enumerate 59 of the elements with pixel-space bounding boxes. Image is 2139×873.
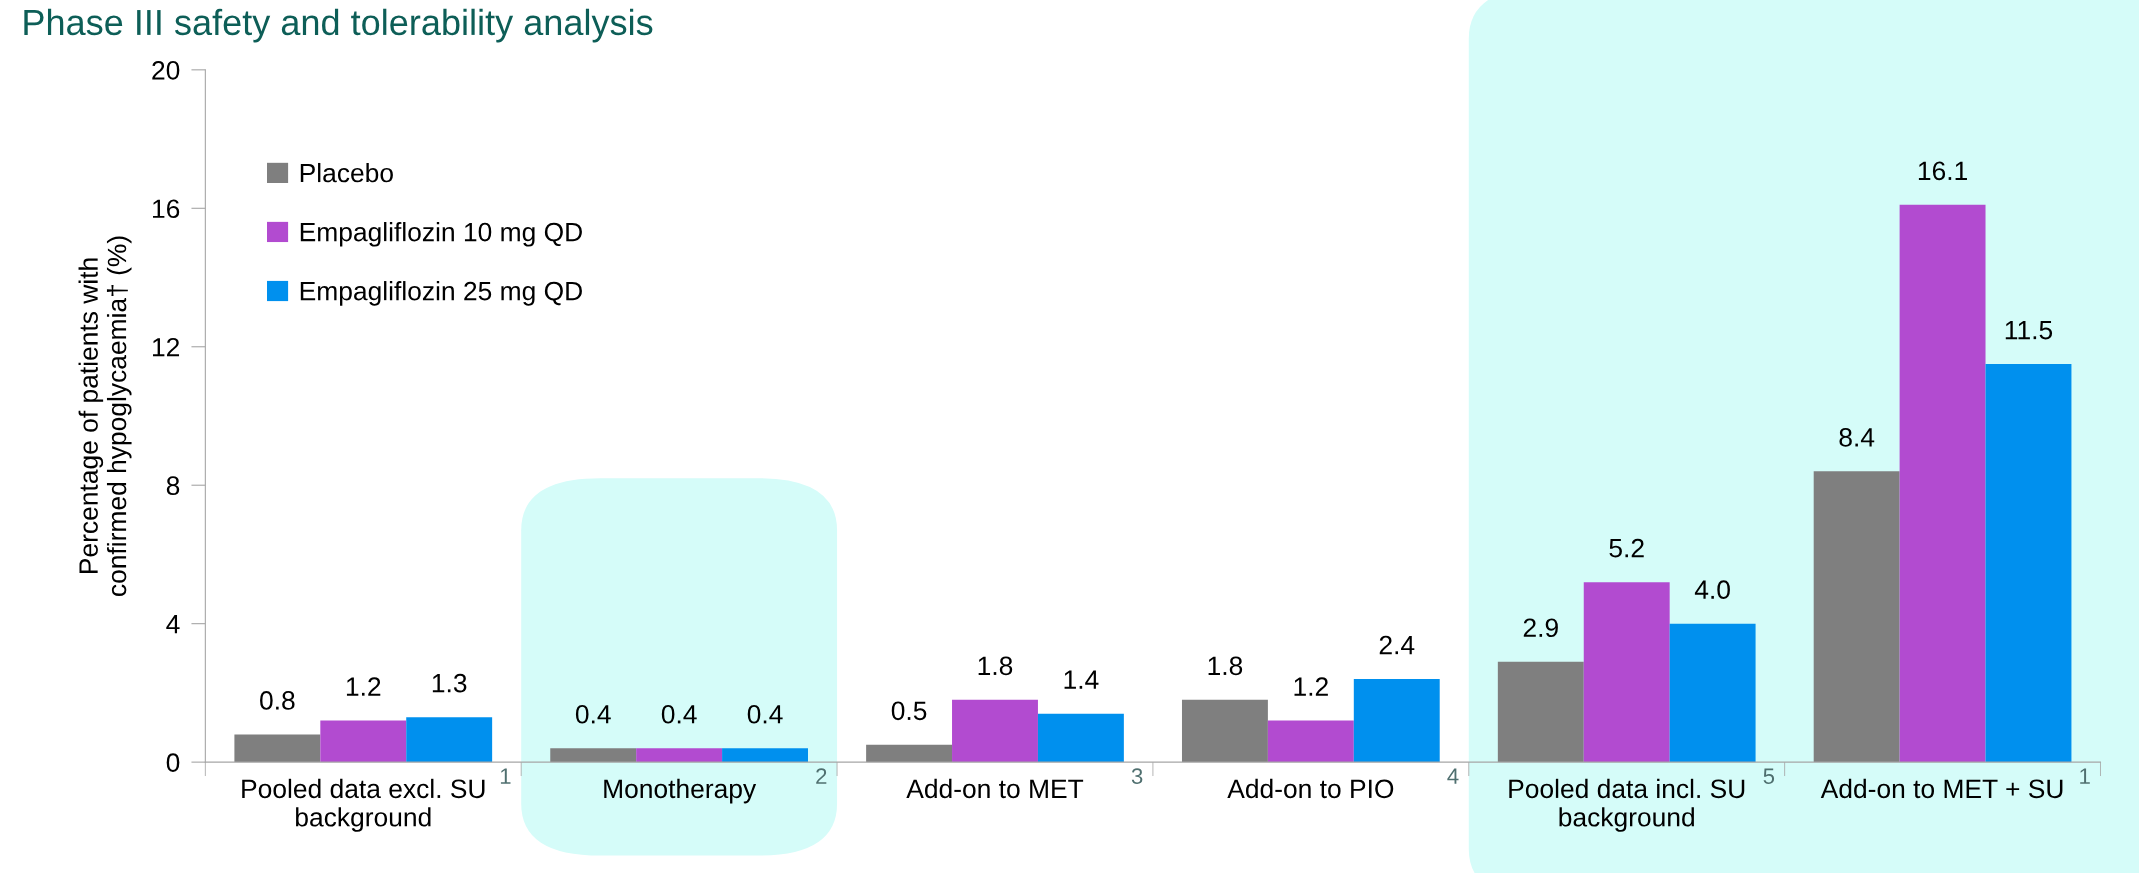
data-label: 1.2 [346, 677, 381, 696]
data-label: 1.8 [1208, 656, 1243, 676]
bar [1497, 661, 1584, 763]
data-label: 0.4 [575, 704, 611, 724]
bar [320, 720, 407, 763]
bar [1181, 699, 1268, 763]
x-tick-label: Add-on to MET [906, 778, 1084, 799]
data-label: 0.4 [661, 704, 697, 724]
bar [1899, 204, 1986, 763]
y-tick-label: 16 [153, 199, 180, 219]
y-tick-label: 0 [166, 753, 180, 772]
data-label: 1.4 [1064, 670, 1099, 689]
y-tick-label: 8 [166, 476, 180, 496]
text: 5 [1763, 768, 1775, 785]
bar [1267, 720, 1354, 763]
x-tick-label: Pooled data incl. SU background [1509, 778, 1745, 832]
bar [1037, 713, 1124, 763]
bar [1583, 582, 1670, 763]
data-label: 8.4 [1839, 428, 1875, 447]
bar [1985, 364, 2072, 763]
data-label: 0.4 [747, 704, 783, 724]
data-label: 16.1 [1918, 161, 1967, 181]
text: 4 [1447, 768, 1459, 784]
data-label: 0.8 [260, 691, 295, 710]
data-label: 2.4 [1379, 635, 1415, 655]
bar [1669, 623, 1756, 763]
bar [234, 734, 321, 763]
bar [722, 748, 808, 763]
text: 1 [500, 768, 511, 784]
legend-label: Placebo [300, 162, 393, 183]
bar [406, 717, 493, 763]
y-tick-label: 4 [166, 615, 180, 634]
y-tick-label: 12 [153, 337, 180, 357]
bar [952, 699, 1038, 763]
data-label: 1.3 [432, 673, 467, 693]
y-axis-title: Percentage of patients with confirmed hypoglycaemia† (%) [78, 236, 132, 596]
chart-title: Phase III safety and tolerability analysis [24, 8, 653, 43]
data-label: 11.5 [2005, 320, 2053, 340]
legend-label: Empagliflozin 10 mg QD [300, 222, 582, 247]
bar [1353, 679, 1440, 763]
data-label: 1.8 [978, 656, 1013, 676]
data-label: 5.2 [1609, 538, 1644, 558]
bar [636, 748, 723, 763]
data-label: 4.0 [1694, 580, 1730, 600]
x-tick-label: Add-on to PIO [1227, 778, 1394, 799]
text: 1 [2080, 768, 2090, 784]
text: 2 [816, 768, 827, 784]
x-tick-label: Monotherapy [604, 778, 757, 804]
bar [1813, 471, 1900, 763]
bar [550, 748, 637, 763]
text: 3 [1131, 768, 1143, 785]
bar [866, 744, 953, 763]
x-tick-label: Pooled data excl. SU background [242, 778, 485, 832]
data-label: 1.2 [1294, 677, 1328, 696]
data-label: 2.9 [1523, 618, 1558, 638]
data-label: 0.5 [891, 701, 927, 721]
x-tick-label: Add-on to MET + SU [1820, 778, 2063, 799]
y-tick-label: 20 [152, 60, 180, 80]
legend-label: Empagliflozin 25 mg QD [300, 281, 582, 306]
